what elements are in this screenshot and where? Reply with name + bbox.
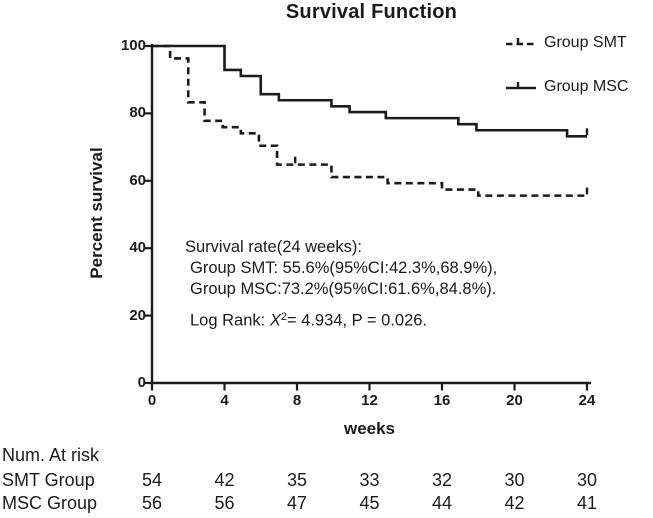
x-tick-label: 20 <box>506 392 523 409</box>
risk-value: 41 <box>576 493 598 513</box>
y-tick-label: 100 <box>120 37 146 54</box>
y-axis-label: Percent survival <box>87 147 106 279</box>
annotation-line-msc: Group MSC:73.2%(95%CI:61.6%,84.8%). <box>190 280 497 298</box>
risk-value: 42 <box>214 470 235 490</box>
risk-value: 54 <box>141 470 163 490</box>
risk-value: 45 <box>359 493 380 513</box>
legend-label-msc: Group MSC <box>544 78 629 95</box>
chi-exponent: 2 <box>280 311 287 323</box>
risk-value: 56 <box>214 493 235 513</box>
x-axis-label: weeks <box>343 419 396 438</box>
logrank-prefix: Log Rank: <box>190 311 270 330</box>
legend-label-smt: Group SMT <box>544 34 627 51</box>
y-tick-label: 20 <box>129 306 146 324</box>
risk-row-label: SMT Group <box>2 470 95 490</box>
annotation-line-survival-rate: Survival rate(24 weeks): <box>185 238 362 256</box>
risk-value: 42 <box>504 493 525 513</box>
y-tick-label: 40 <box>129 239 146 257</box>
logrank-values: = 4.934, P = 0.026. <box>286 311 428 330</box>
risk-value: 30 <box>504 470 525 490</box>
x-tick-label: 4 <box>220 392 229 409</box>
risk-value: 30 <box>576 470 598 490</box>
risk-value: 47 <box>286 493 308 513</box>
annotation-line-logrank: Log Rank: X2= 4.934, P = 0.026. <box>185 306 497 332</box>
risk-table-title: Num. At risk <box>2 445 100 465</box>
x-tick-label: 16 <box>433 392 451 409</box>
chart-title: Survival Function <box>285 1 458 23</box>
risk-value: 44 <box>431 493 453 513</box>
stats-annotation: Survival rate(24 weeks): Group SMT: 55.6… <box>185 237 497 332</box>
curve-group-smt <box>152 44 587 197</box>
risk-row-label: MSC Group <box>2 493 98 513</box>
risk-value: 56 <box>141 493 163 513</box>
curve-group-msc <box>152 44 587 138</box>
y-tick-label: 0 <box>137 374 146 391</box>
y-tick-label: 60 <box>129 171 146 189</box>
risk-value: 32 <box>431 470 453 490</box>
axes <box>150 44 591 385</box>
x-tick-label: 0 <box>147 392 157 409</box>
x-tick-label: 24 <box>578 392 596 409</box>
x-tick-label: 12 <box>361 392 378 409</box>
annotation-line-smt: Group SMT: 55.6%(95%CI:42.3%,68.9%), <box>190 259 498 277</box>
x-tick-label: 8 <box>292 392 302 409</box>
y-tick-label: 80 <box>129 104 146 122</box>
chi-symbol: X <box>269 311 281 330</box>
risk-value: 35 <box>286 470 308 490</box>
risk-value: 33 <box>359 470 380 490</box>
